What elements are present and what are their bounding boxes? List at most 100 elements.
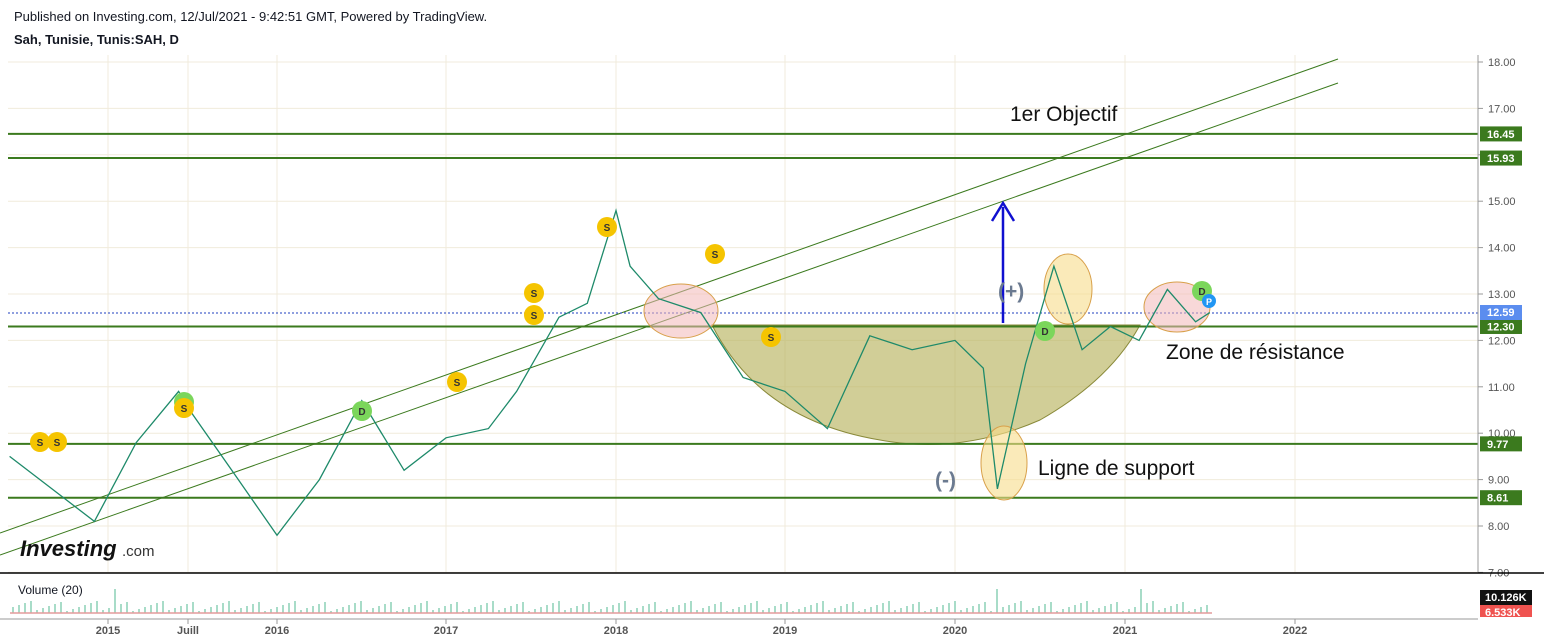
- volume-bar: [660, 611, 662, 613]
- volume-bar: [1086, 601, 1088, 613]
- volume-bar: [504, 608, 506, 613]
- volume-bar: [138, 609, 140, 613]
- volume-bar: [972, 606, 974, 613]
- price-series: [9, 208, 1211, 537]
- volume-bar: [690, 601, 692, 613]
- svg-text:P: P: [1206, 297, 1212, 307]
- volume-bar: [324, 602, 326, 613]
- volume-bars: [12, 589, 1208, 613]
- volume-bar: [294, 601, 296, 613]
- minus-annotation: (-): [935, 469, 956, 492]
- volume-bar: [1032, 608, 1034, 613]
- volume-bar: [1158, 610, 1160, 613]
- volume-bar: [246, 606, 248, 613]
- price-tick-label: 17.00: [1488, 103, 1516, 115]
- level-label-bg: [1480, 436, 1522, 452]
- volume-bar: [1038, 606, 1040, 613]
- volume-bar: [1110, 604, 1112, 613]
- volume-bar: [390, 602, 392, 613]
- volume-bar: [1116, 602, 1118, 613]
- volume-bar: [1200, 607, 1202, 613]
- volume-bar: [12, 607, 14, 613]
- volume-bar: [954, 601, 956, 613]
- level-labels: 16.45 15.93 12.30 9.77 8.61: [1480, 126, 1522, 506]
- volume-bar: [438, 608, 440, 613]
- volume-bar: [930, 609, 932, 613]
- marker-s: [47, 432, 67, 452]
- volume-bar: [870, 607, 872, 613]
- volume-bar: [288, 603, 290, 613]
- volume-bar: [372, 608, 374, 613]
- resistance-ellipse-left: [643, 283, 719, 339]
- volume-bar: [156, 603, 158, 613]
- volume-bar: [1062, 609, 1064, 613]
- volume-bar: [498, 610, 500, 613]
- volume-bar: [510, 606, 512, 613]
- price-tick-label: 11.00: [1488, 382, 1515, 394]
- level-label: 15.93: [1487, 153, 1515, 165]
- svg-text:S: S: [37, 438, 44, 449]
- volume-bar: [618, 603, 620, 613]
- volume-bar: [1104, 606, 1106, 613]
- volume-bar: [318, 604, 320, 613]
- volume-bar: [984, 602, 986, 613]
- volume-bar: [1074, 605, 1076, 613]
- volume-bar: [846, 604, 848, 613]
- volume-bar: [552, 603, 554, 613]
- svg-text:S: S: [712, 250, 719, 261]
- volume-bar: [414, 605, 416, 613]
- volume-bar: [624, 601, 626, 613]
- volume-bar: [1002, 607, 1004, 613]
- volume-bar: [1170, 606, 1172, 613]
- marker-s: [761, 327, 781, 347]
- volume-bar: [546, 605, 548, 613]
- time-tick-label: 2020: [943, 625, 967, 637]
- volume-bar: [72, 609, 74, 613]
- volume-bar: [630, 610, 632, 613]
- volume-bar: [582, 604, 584, 613]
- volume-bar: [978, 604, 980, 613]
- volume-bar: [1140, 589, 1142, 613]
- time-tick-label: 2016: [265, 625, 289, 637]
- time-tick-label: 2021: [1113, 625, 1137, 637]
- marker-s: [30, 432, 50, 452]
- volume-bar: [384, 604, 386, 613]
- volume-bar: [642, 606, 644, 613]
- volume-bar: [762, 610, 764, 613]
- volume-bar: [1152, 601, 1154, 613]
- current-price-label: 12.59: [1487, 307, 1515, 319]
- volume-label-top-bg: [1480, 590, 1532, 605]
- volume-bar: [486, 603, 488, 613]
- volume-bar: [942, 605, 944, 613]
- volume-bar: [186, 604, 188, 613]
- volume-bar: [396, 611, 398, 613]
- volume-bar: [834, 608, 836, 613]
- marker-s: [524, 305, 544, 325]
- support-annotation: Ligne de support: [1038, 457, 1195, 480]
- volume-bar: [654, 602, 656, 613]
- volume-bar: [342, 607, 344, 613]
- volume-bar: [672, 607, 674, 613]
- volume-bar: [234, 610, 236, 613]
- volume-bar: [48, 606, 50, 613]
- marker-s: [174, 398, 194, 418]
- volume-bar: [996, 589, 998, 613]
- volume-bar: [1080, 603, 1082, 613]
- time-tick-label: 2015: [96, 625, 120, 637]
- volume-bar: [816, 603, 818, 613]
- volume-bar: [480, 605, 482, 613]
- svg-text:S: S: [531, 311, 538, 322]
- volume-bar: [270, 609, 272, 613]
- volume-bar: [918, 602, 920, 613]
- volume-bar: [228, 601, 230, 613]
- symbol-title: Sah, Tunisie, Tunis:SAH, D: [14, 32, 179, 47]
- svg-text:S: S: [768, 333, 775, 344]
- volume-bar: [786, 602, 788, 613]
- price-tick-label: 18.00: [1488, 57, 1516, 69]
- volume-bar: [1188, 611, 1190, 613]
- volume-bar: [168, 610, 170, 613]
- breakout-ellipse: [1043, 253, 1093, 325]
- volume-bar: [162, 601, 164, 613]
- volume-bar: [66, 611, 68, 613]
